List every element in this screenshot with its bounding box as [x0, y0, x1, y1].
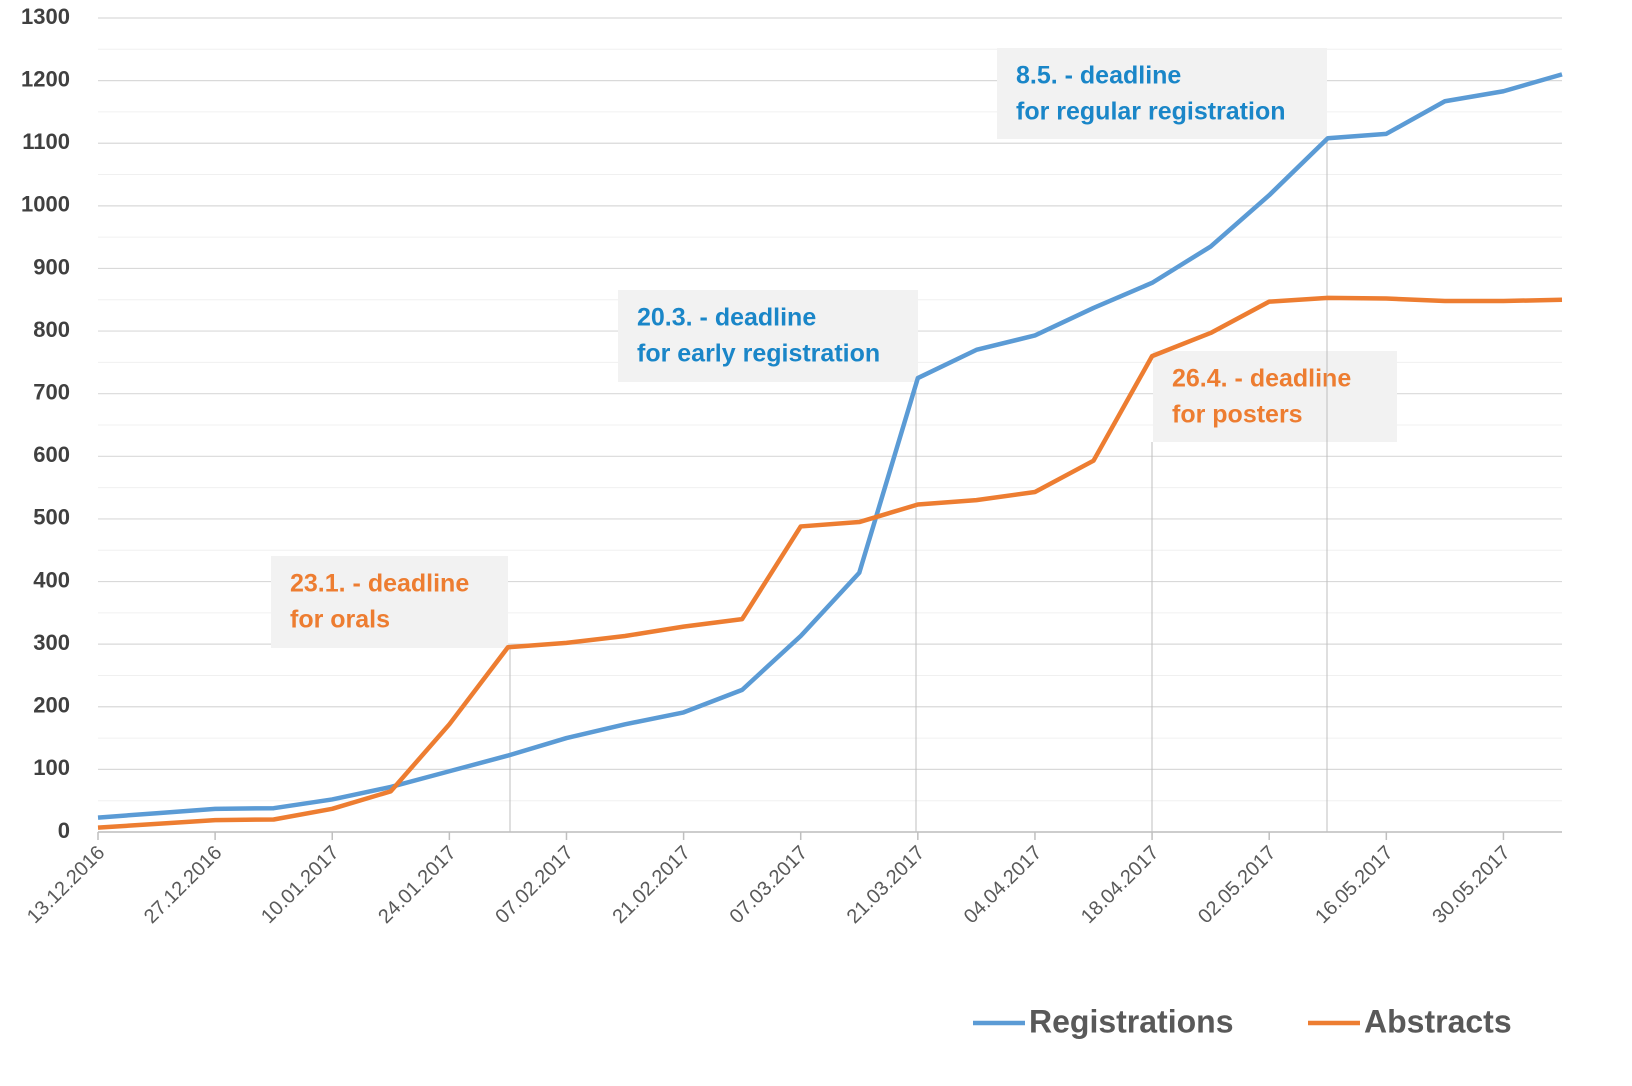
y-tick-label: 1000 — [21, 192, 70, 217]
annotation-box — [997, 48, 1327, 139]
y-tick-label: 200 — [33, 693, 70, 718]
annotation-text: 20.3. - deadline — [637, 304, 816, 332]
x-tick-label: 21.02.2017 — [609, 842, 695, 928]
annotation-box — [1153, 351, 1397, 442]
y-tick-label: 100 — [33, 755, 70, 780]
x-tick-label: 02.05.2017 — [1194, 842, 1280, 928]
y-tick-label: 1200 — [21, 66, 70, 91]
y-tick-label: 800 — [33, 317, 70, 342]
annotation-text: 8.5. - deadline — [1016, 62, 1181, 90]
x-tick-label: 07.02.2017 — [491, 842, 577, 928]
x-tick-label: 13.12.2016 — [23, 842, 109, 928]
y-tick-label: 400 — [33, 567, 70, 592]
legend-label: Abstracts — [1364, 1003, 1512, 1039]
annotation-box — [618, 290, 918, 382]
annotation-box — [271, 556, 508, 648]
annotation-text: for regular registration — [1016, 98, 1286, 126]
annotation-text: 23.1. - deadline — [290, 570, 469, 598]
annotation-text: for posters — [1172, 401, 1303, 429]
y-tick-label: 600 — [33, 442, 70, 467]
y-tick-label: 1100 — [22, 129, 70, 154]
x-tick-label: 27.12.2016 — [140, 842, 226, 928]
x-tick-label: 16.05.2017 — [1311, 842, 1397, 928]
annotation-text: 26.4. - deadline — [1172, 365, 1351, 393]
x-tick-label: 21.03.2017 — [843, 842, 929, 928]
y-tick-label: 300 — [33, 630, 70, 655]
y-tick-label: 0 — [58, 818, 70, 843]
y-tick-label: 500 — [33, 505, 70, 530]
x-tick-label: 30.05.2017 — [1428, 842, 1514, 928]
y-tick-label: 1300 — [21, 4, 70, 29]
annotation-text: for orals — [290, 606, 390, 634]
y-tick-label: 900 — [33, 254, 70, 279]
y-tick-label: 700 — [33, 380, 70, 405]
legend-label: Registrations — [1029, 1003, 1233, 1039]
x-tick-label: 07.03.2017 — [726, 842, 812, 928]
x-tick-label: 04.04.2017 — [960, 842, 1046, 928]
series-line — [97, 72, 1563, 820]
x-tick-label: 18.04.2017 — [1077, 842, 1163, 928]
annotation-text: for early registration — [637, 340, 880, 368]
x-tick-label: 10.01.2017 — [257, 842, 343, 928]
series-line — [97, 295, 1563, 830]
x-tick-label: 24.01.2017 — [374, 842, 460, 928]
